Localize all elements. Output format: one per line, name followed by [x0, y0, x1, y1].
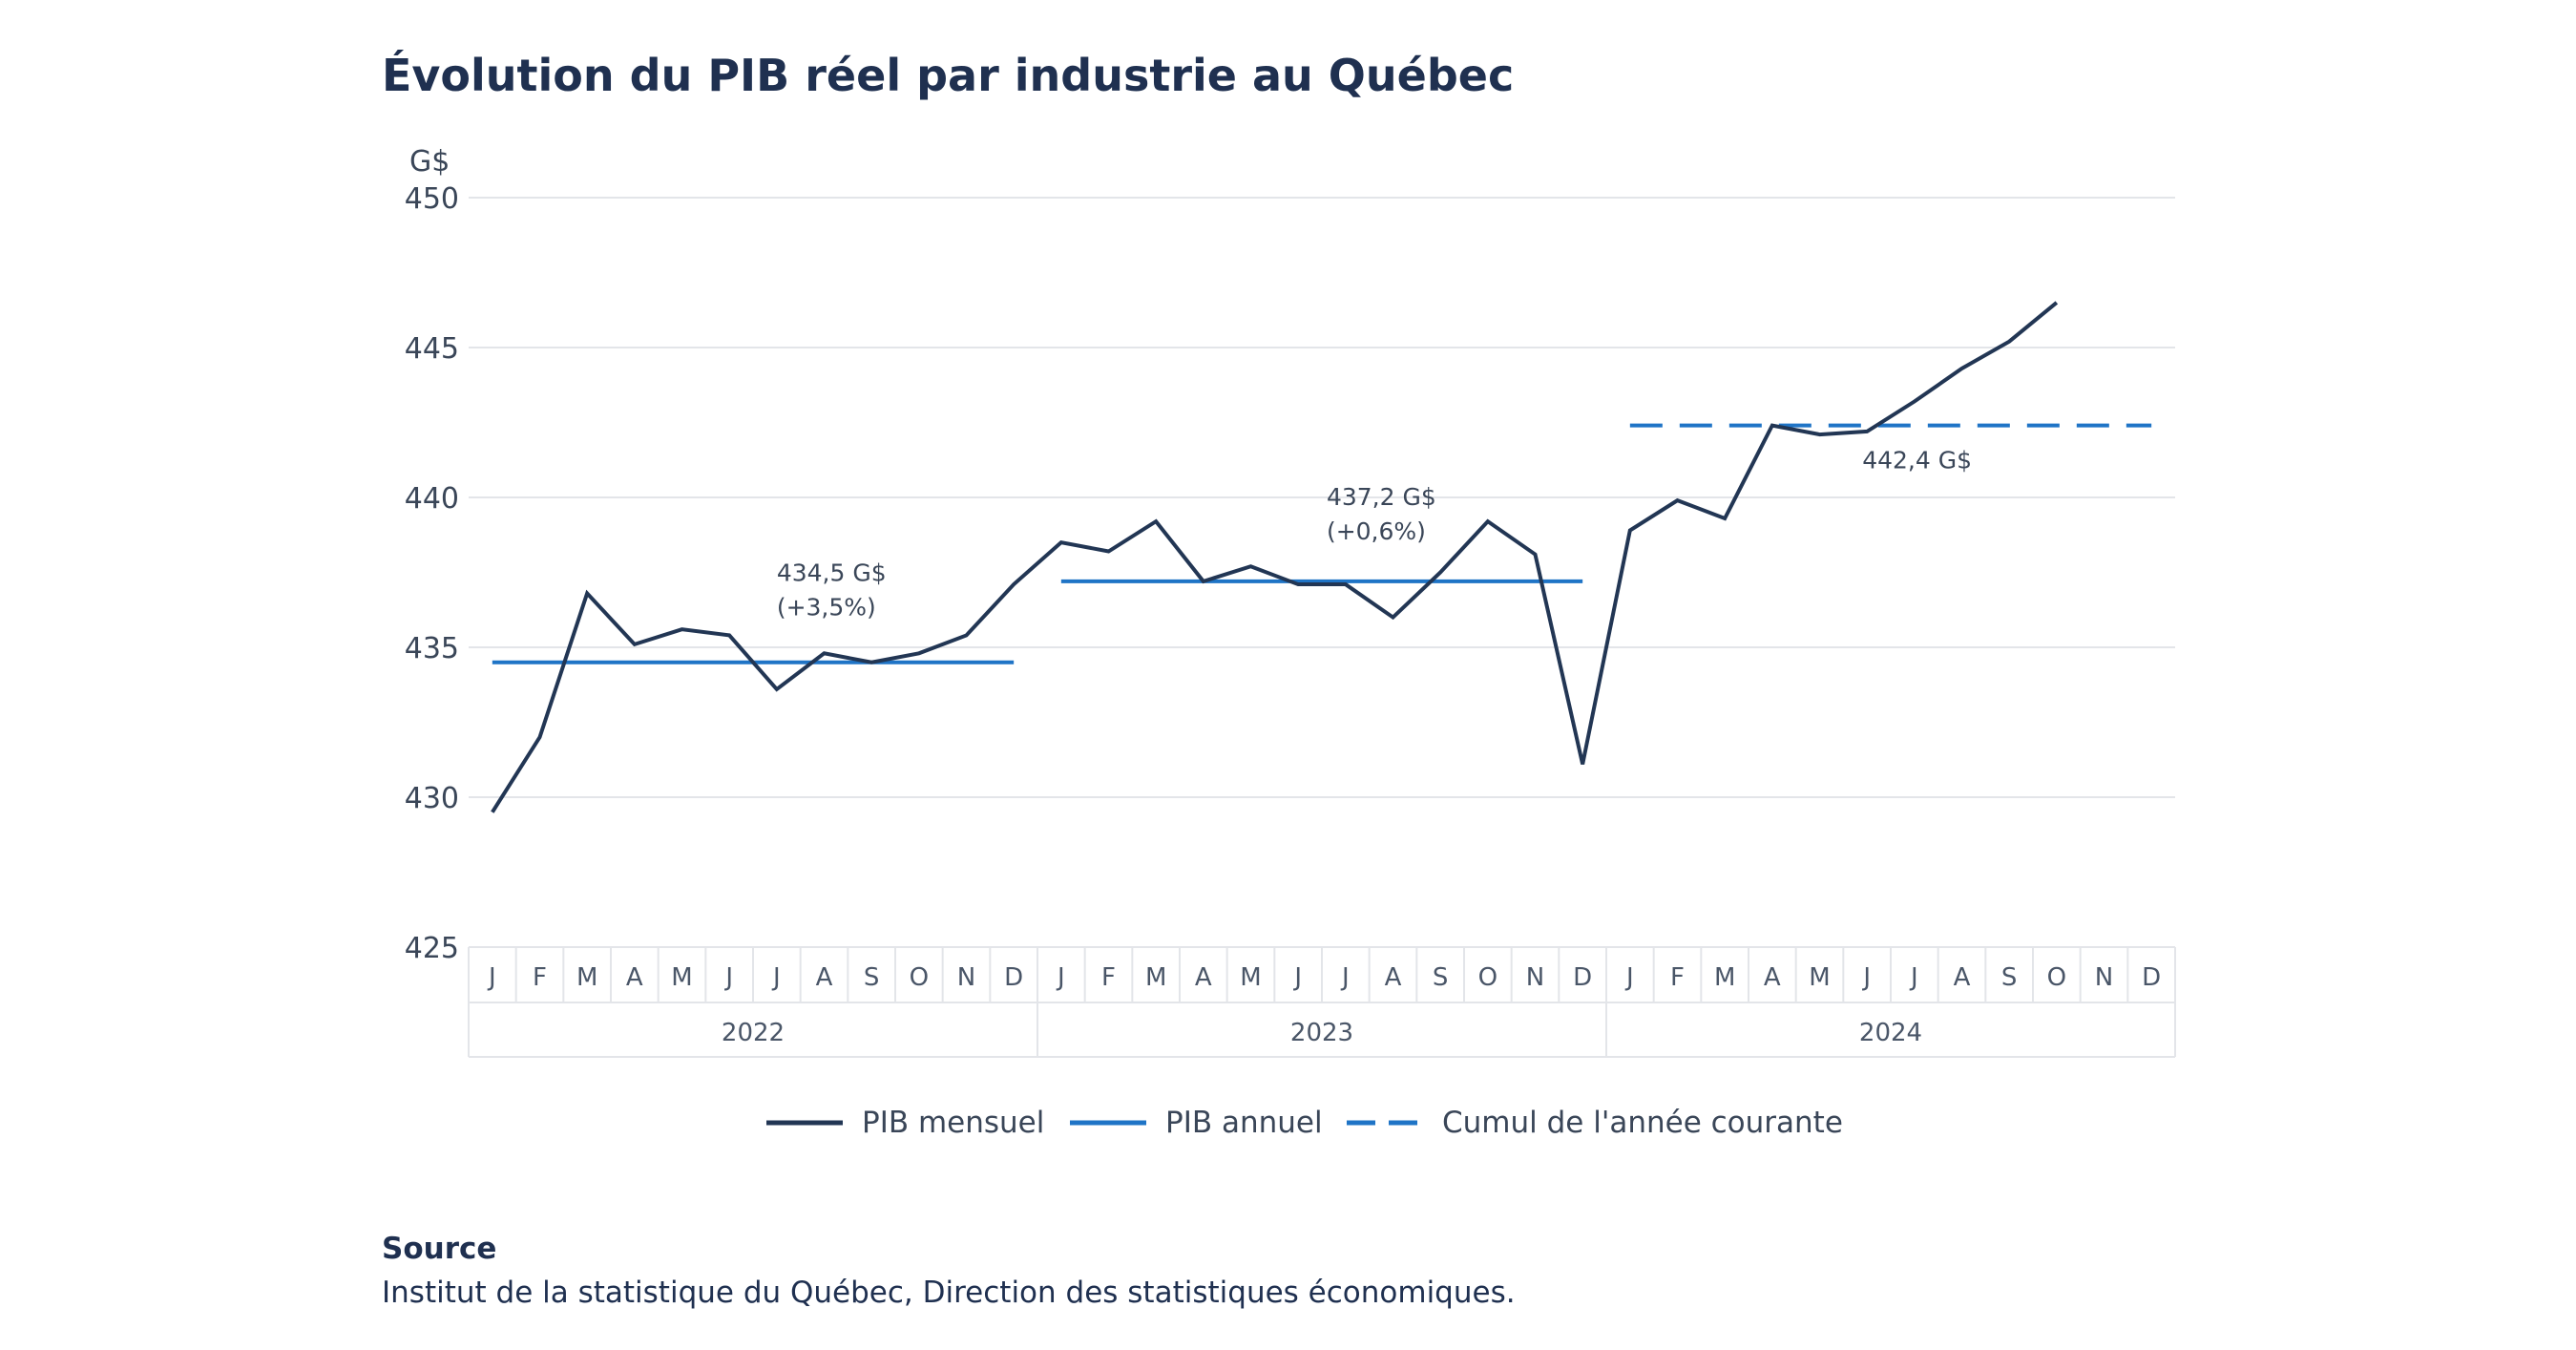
- y-tick-label: 430: [405, 782, 459, 815]
- month-label: M: [1145, 963, 1166, 992]
- chart-title: Évolution du PIB réel par industrie au Q…: [382, 50, 1515, 101]
- month-label: D: [1004, 963, 1023, 992]
- source-text: Institut de la statistique du Québec, Di…: [382, 1276, 1516, 1310]
- legend-label: PIB mensuel: [862, 1106, 1044, 1140]
- month-label: F: [1101, 963, 1116, 992]
- legend-label: PIB annuel: [1165, 1106, 1323, 1140]
- month-label: A: [816, 963, 833, 992]
- month-label: O: [1478, 963, 1497, 992]
- month-label: S: [1433, 963, 1449, 992]
- annotation-label: 437,2 G$: [1327, 483, 1436, 511]
- y-axis-unit: G$: [409, 145, 450, 179]
- month-label: J: [723, 963, 733, 992]
- month-label: D: [1573, 963, 1592, 992]
- month-label: J: [1861, 963, 1871, 992]
- month-label: O: [910, 963, 929, 992]
- month-label: J: [1056, 963, 1065, 992]
- month-label: N: [1526, 963, 1544, 992]
- monthly-gdp-line: [491, 301, 2059, 813]
- month-label: A: [1764, 963, 1781, 992]
- month-label: M: [1240, 963, 1261, 992]
- y-tick-label: 450: [405, 182, 459, 216]
- month-label: J: [1909, 963, 1918, 992]
- source-heading: Source: [382, 1232, 497, 1266]
- month-label: D: [2142, 963, 2161, 992]
- y-tick-label: 425: [405, 932, 459, 965]
- annotation-label: 434,5 G$: [777, 559, 887, 587]
- month-label: F: [533, 963, 547, 992]
- annotation-label: (+3,5%): [777, 594, 876, 622]
- month-label: O: [2047, 963, 2066, 992]
- month-label: J: [1340, 963, 1350, 992]
- year-label: 2022: [722, 1019, 785, 1047]
- month-label: M: [671, 963, 692, 992]
- year-label: 2023: [1290, 1019, 1353, 1047]
- legend-label: Cumul de l'année courante: [1442, 1106, 1843, 1140]
- annotation-label: 442,4 G$: [1862, 447, 1972, 475]
- annotation-label: (+0,6%): [1327, 517, 1426, 545]
- month-label: F: [1670, 963, 1685, 992]
- y-tick-label: 445: [405, 332, 459, 366]
- month-label: N: [2095, 963, 2113, 992]
- month-label: J: [1624, 963, 1634, 992]
- month-label: S: [2001, 963, 2018, 992]
- month-label: M: [576, 963, 597, 992]
- month-label: J: [1292, 963, 1302, 992]
- month-label: S: [864, 963, 880, 992]
- y-tick-label: 435: [405, 632, 459, 665]
- month-label: J: [771, 963, 781, 992]
- month-label: A: [626, 963, 643, 992]
- month-label: A: [1954, 963, 1971, 992]
- month-label: M: [1714, 963, 1735, 992]
- y-tick-label: 440: [405, 482, 459, 516]
- month-label: J: [487, 963, 496, 992]
- month-label: A: [1195, 963, 1212, 992]
- month-label: A: [1385, 963, 1402, 992]
- month-label: M: [1809, 963, 1830, 992]
- year-label: 2024: [1859, 1019, 1922, 1047]
- month-label: N: [957, 963, 975, 992]
